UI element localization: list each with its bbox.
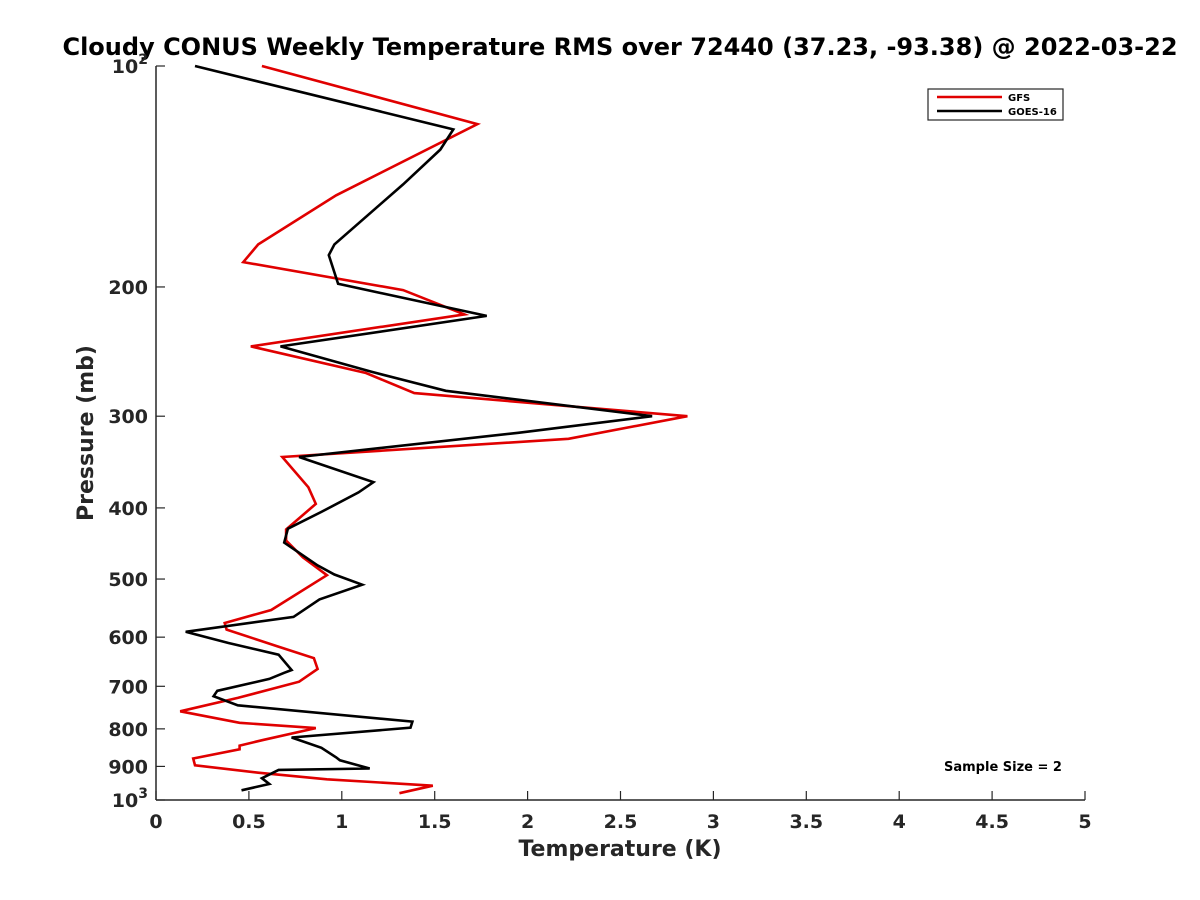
x-tick-label: 1.5 xyxy=(418,811,452,833)
y-tick-label: 700 xyxy=(108,676,148,698)
x-ticks: 0 0.5 1 1.5 2 2.5 3 3.5 4 4.5 5 xyxy=(149,791,1092,833)
x-tick-label: 0 xyxy=(149,811,162,833)
y-tick-label: 200 xyxy=(108,277,148,299)
series-line-goes16 xyxy=(185,64,653,792)
x-tick-label: 1 xyxy=(335,811,348,833)
y-axis-label: Pressure (mb) xyxy=(74,345,99,521)
legend: GFS GOES-16 xyxy=(927,88,1064,121)
y-ticks: 102 200 300 400 500 600 700 800 900 103 xyxy=(108,52,165,812)
y-tick-label: 400 xyxy=(108,498,148,520)
x-tick-label: 3.5 xyxy=(789,811,823,833)
y-tick-label: 500 xyxy=(108,569,148,591)
series-lines xyxy=(179,64,688,795)
sample-size-annotation: Sample Size = 2 xyxy=(944,760,1062,775)
x-axis-label: Temperature (K) xyxy=(518,837,721,862)
x-tick-label: 2 xyxy=(521,811,534,833)
x-tick-label: 0.5 xyxy=(232,811,266,833)
x-tick-label: 2.5 xyxy=(604,811,638,833)
legend-box xyxy=(927,88,1064,121)
y-tick-label: 102 xyxy=(112,52,148,78)
x-tick-label: 4.5 xyxy=(975,811,1009,833)
y-tick-label: 600 xyxy=(108,627,148,649)
y-tick-label: 800 xyxy=(108,719,148,741)
x-tick-label: 4 xyxy=(893,811,906,833)
chart-title: Cloudy CONUS Weekly Temperature RMS over… xyxy=(62,33,1177,61)
series-line-gfs xyxy=(179,64,688,795)
legend-label-gfs: GFS xyxy=(1008,93,1030,104)
plot-area: 0 0.5 1 1.5 2 2.5 3 3.5 4 4.5 5 102 200 300 400 500 600… xyxy=(108,52,1091,833)
y-tick-label: 103 xyxy=(112,786,148,812)
y-tick-label: 300 xyxy=(108,406,148,428)
legend-label-goes16: GOES-16 xyxy=(1008,107,1057,118)
x-tick-label: 3 xyxy=(707,811,720,833)
x-tick-label: 5 xyxy=(1078,811,1091,833)
y-tick-label: 900 xyxy=(108,756,148,778)
